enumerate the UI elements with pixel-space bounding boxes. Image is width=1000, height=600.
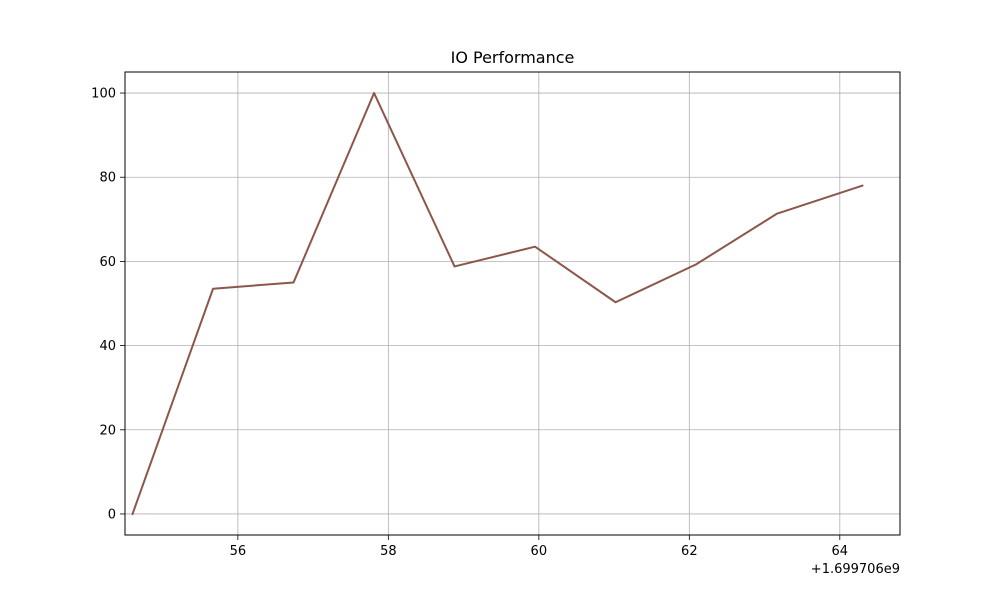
y-tick-label: 0 [108, 507, 116, 522]
y-tick-label: 80 [99, 171, 116, 186]
y-tick-label: 40 [99, 339, 116, 354]
series-layer [131, 92, 864, 516]
data-point [292, 281, 295, 284]
data-point [131, 513, 134, 515]
y-tick-label: 100 [91, 87, 116, 102]
x-tick-label: 58 [380, 544, 397, 559]
x-tick-label: 60 [531, 544, 548, 559]
x-axis-ticks: 56 58 60 62 64 [230, 535, 848, 559]
y-tick-label: 60 [99, 255, 116, 270]
x-tick-label: 62 [681, 544, 698, 559]
x-axis-offset-label: +1.699706e9 [811, 562, 900, 577]
data-point [775, 213, 778, 215]
data-point [614, 301, 617, 304]
data-point [695, 263, 697, 266]
data-point [453, 265, 456, 268]
series-line [131, 92, 864, 516]
y-tick-label: 20 [99, 423, 116, 438]
data-point [861, 184, 864, 187]
data-point [212, 287, 214, 290]
x-tick-label: 64 [832, 544, 849, 559]
x-tick-label: 56 [230, 544, 247, 559]
y-axis-ticks: 0 20 40 60 80 100 [91, 87, 125, 522]
data-point [534, 245, 536, 248]
grid-lines [125, 72, 900, 535]
chart-title: IO Performance [451, 48, 575, 67]
data-point [373, 92, 375, 94]
plot-frame [124, 71, 901, 536]
